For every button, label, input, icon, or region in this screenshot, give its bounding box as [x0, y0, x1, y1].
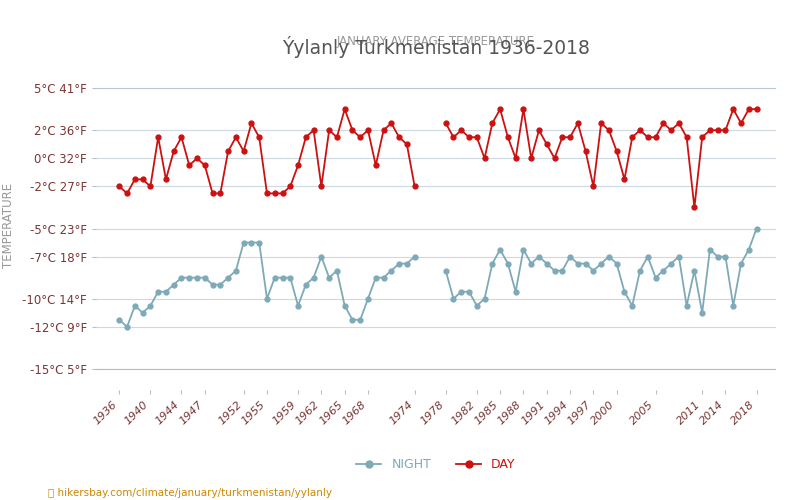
Text: JANUARY AVERAGE TEMPERATURE: JANUARY AVERAGE TEMPERATURE: [337, 36, 535, 49]
Text: ⬥ hikersbay.com/climate/january/turkmenistan/yylanly: ⬥ hikersbay.com/climate/january/turkmeni…: [48, 488, 332, 498]
Y-axis label: TEMPERATURE: TEMPERATURE: [2, 182, 15, 268]
Title: Ýylanly Turkmenistan 1936-2018: Ýylanly Turkmenistan 1936-2018: [282, 36, 590, 59]
Legend: NIGHT, DAY: NIGHT, DAY: [351, 453, 521, 476]
